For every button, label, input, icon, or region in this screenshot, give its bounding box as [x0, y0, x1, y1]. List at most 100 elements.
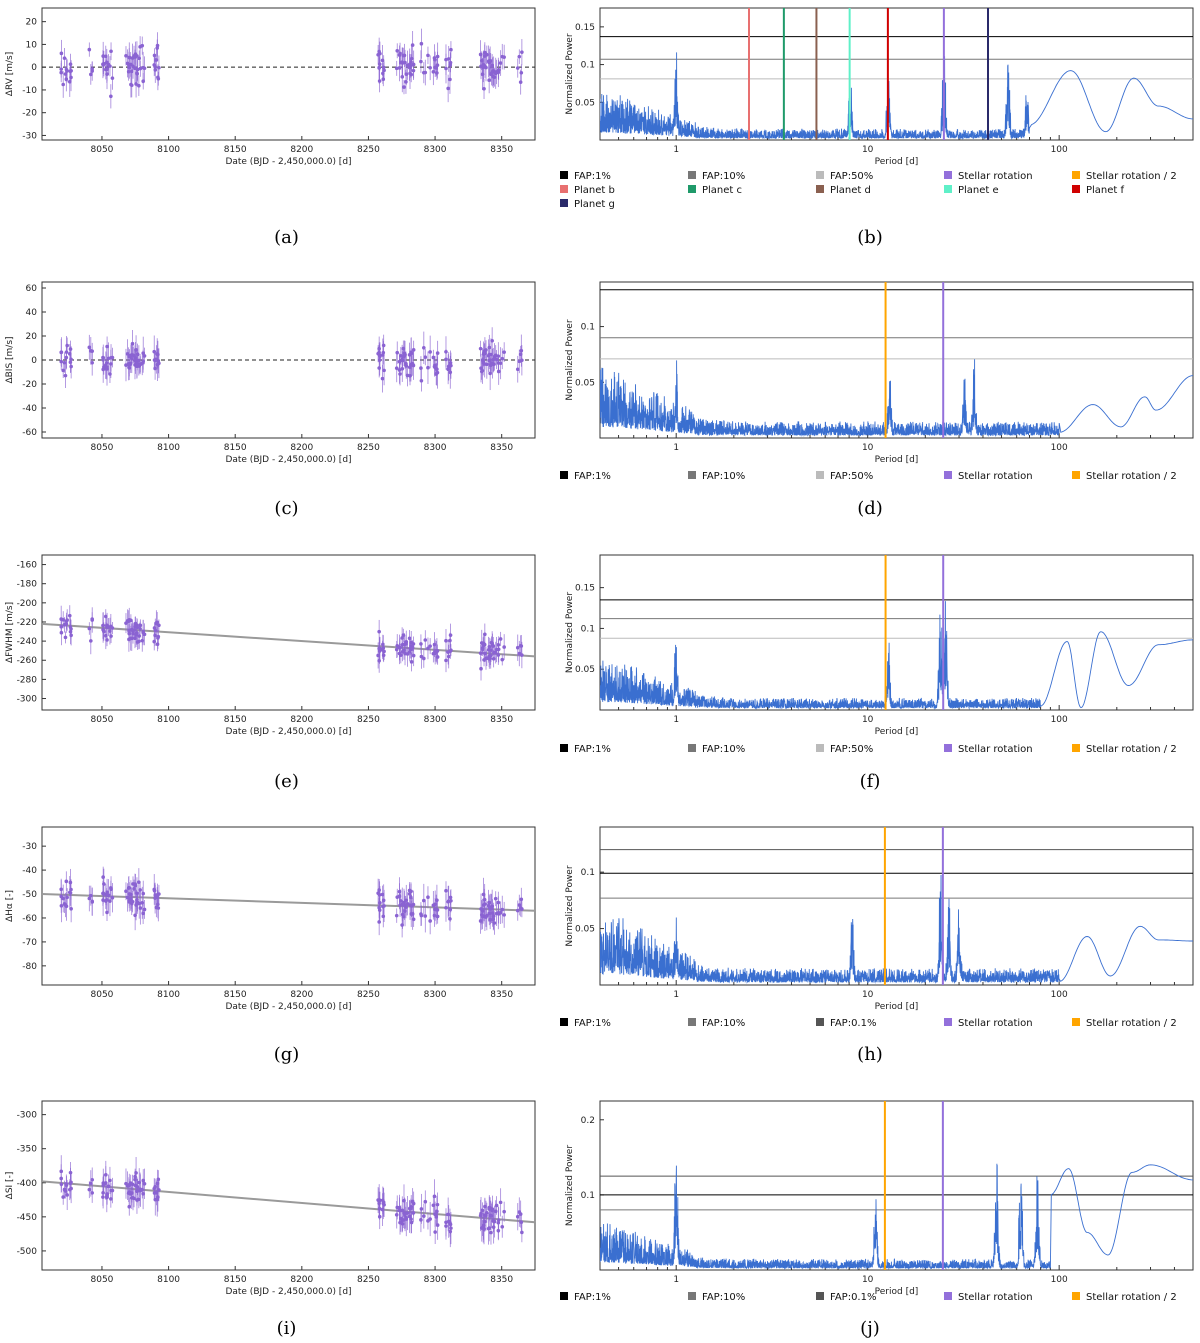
- data-point: [87, 47, 92, 52]
- data-point: [105, 1194, 109, 1198]
- data-point: [381, 914, 386, 919]
- legend-swatch: [816, 1018, 824, 1026]
- data-point: [157, 361, 161, 366]
- data-point: [128, 62, 133, 67]
- data-point: [377, 1214, 382, 1219]
- x-tick-label: 1: [673, 145, 679, 155]
- data-point: [493, 896, 498, 901]
- y-tick-label: -300: [17, 695, 38, 705]
- data-point: [410, 645, 415, 650]
- data-point: [482, 350, 486, 355]
- y-tick-label: 0: [31, 63, 37, 73]
- data-point: [87, 1187, 92, 1192]
- data-point: [156, 1177, 161, 1182]
- data-point: [446, 367, 450, 371]
- data-point: [419, 59, 423, 64]
- data-point: [518, 906, 523, 910]
- data-point: [155, 642, 160, 647]
- data-point: [398, 1220, 402, 1225]
- data-point: [142, 1181, 147, 1186]
- data-point: [496, 1228, 501, 1233]
- data-point: [485, 913, 489, 918]
- legend-swatch: [816, 185, 824, 193]
- data-point: [410, 361, 415, 366]
- data-point: [124, 53, 128, 58]
- linear-trend-line: [41, 622, 536, 658]
- data-point: [422, 656, 426, 661]
- y-tick-label: 20: [26, 18, 38, 28]
- data-point: [141, 630, 145, 635]
- chart-panel-e: 8050 8100 8150 8200 8250 8300 8350 -300 -280 -260…: [5, 554, 536, 737]
- x-axis-label: Date (BJD - 2,450,000.0) [d]: [225, 727, 351, 737]
- data-point: [444, 357, 448, 362]
- data-point: [498, 910, 503, 915]
- data-point: [419, 642, 423, 646]
- data-point: [126, 69, 131, 74]
- data-point: [69, 887, 73, 892]
- data-point: [62, 56, 67, 60]
- legend-entry: Planet b: [574, 185, 615, 196]
- panel-caption: (g): [274, 1044, 300, 1065]
- y-tick-label: -20: [22, 109, 37, 119]
- data-point: [59, 51, 64, 56]
- data-point: [397, 66, 402, 70]
- data-point: [65, 895, 69, 900]
- plot-frame: [41, 826, 536, 986]
- y-tick-label: 0.05: [575, 925, 595, 935]
- x-tick-label: 8100: [157, 715, 180, 725]
- data-point: [130, 341, 135, 346]
- legend-swatch: [1072, 185, 1080, 193]
- panel-caption: (j): [860, 1318, 880, 1339]
- x-tick-label: 8200: [290, 1275, 313, 1285]
- legend-entry: Planet c: [702, 185, 742, 196]
- data-point: [127, 628, 132, 633]
- data-point: [493, 353, 498, 358]
- legend-swatch: [560, 1018, 568, 1026]
- legend-swatch: [944, 1018, 952, 1026]
- data-point: [153, 1197, 158, 1202]
- legend-swatch: [1072, 471, 1080, 479]
- y-axis-label: ΔBIS [m/s]: [5, 336, 15, 383]
- data-point: [492, 921, 497, 925]
- data-point: [435, 1209, 439, 1214]
- y-tick-label: -180: [17, 580, 38, 590]
- data-point: [400, 75, 405, 79]
- data-point: [87, 626, 92, 631]
- y-tick-label: 0.15: [575, 23, 595, 33]
- data-point: [444, 66, 448, 71]
- data-point: [90, 618, 95, 622]
- data-point: [493, 71, 498, 76]
- legend-entry: FAP:10%: [702, 1292, 745, 1303]
- data-point: [448, 633, 453, 637]
- data-point: [129, 83, 134, 88]
- x-tick-label: 8150: [224, 715, 247, 725]
- data-point: [380, 376, 385, 381]
- data-point: [134, 82, 138, 86]
- data-point: [485, 656, 489, 661]
- data-point: [405, 652, 410, 656]
- data-point: [422, 1214, 426, 1218]
- legend-entry: Planet f: [1086, 185, 1125, 196]
- data-point: [398, 51, 402, 56]
- x-tick-label: 100: [1051, 145, 1068, 155]
- data-point: [377, 79, 382, 83]
- data-point: [517, 903, 522, 907]
- data-point: [101, 367, 105, 372]
- y-tick-label: -280: [17, 675, 38, 685]
- data-point: [502, 350, 506, 354]
- data-point: [401, 633, 406, 638]
- data-point: [444, 1220, 448, 1225]
- data-point: [405, 373, 410, 378]
- data-point: [411, 348, 416, 352]
- x-tick-label: 10: [862, 1275, 874, 1285]
- plot-frame: [599, 281, 1194, 439]
- data-point: [59, 1182, 64, 1187]
- data-point: [500, 54, 505, 59]
- legend-entry: FAP:10%: [702, 1018, 745, 1029]
- data-point: [435, 908, 440, 912]
- data-point: [446, 86, 450, 91]
- x-tick-label: 8350: [490, 715, 513, 725]
- data-point: [134, 348, 138, 352]
- data-point: [518, 80, 523, 84]
- data-point: [398, 903, 402, 908]
